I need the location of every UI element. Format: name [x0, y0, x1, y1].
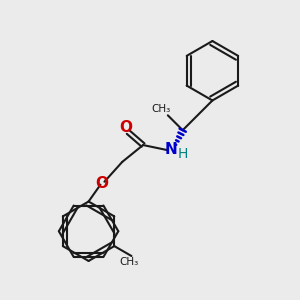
Text: O: O: [120, 120, 133, 135]
Text: CH₃: CH₃: [151, 104, 170, 114]
Text: CH₃: CH₃: [120, 257, 139, 267]
Text: H: H: [178, 147, 188, 161]
Text: O: O: [95, 176, 108, 191]
Text: N: N: [164, 142, 177, 157]
